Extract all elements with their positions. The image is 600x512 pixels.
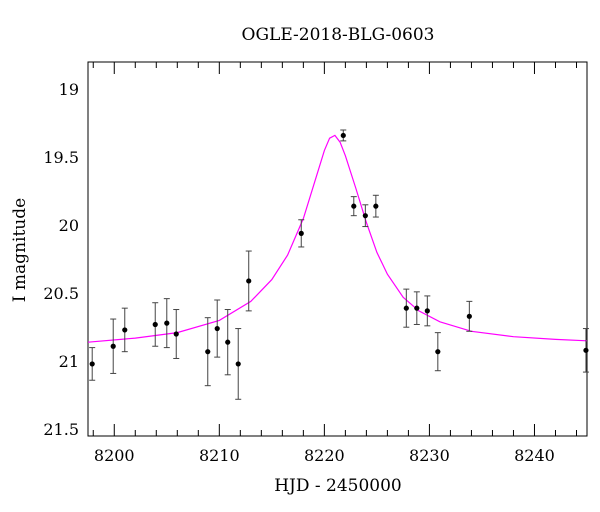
y-tick-label: 19 bbox=[59, 80, 79, 99]
data-point bbox=[152, 321, 158, 328]
data-point bbox=[214, 325, 220, 332]
y-tick-label: 19.5 bbox=[43, 148, 79, 167]
data-point bbox=[340, 132, 346, 139]
chart-marks: 8200 8210 8220 8230 8240 19 19.5 20 20.5 21 21.5 bbox=[43, 62, 589, 465]
y-tick-label: 20 bbox=[59, 216, 79, 235]
y-tick-label: 21.5 bbox=[43, 420, 79, 439]
x-tick-label: 8210 bbox=[199, 446, 240, 465]
data-point bbox=[583, 347, 589, 353]
model-curve bbox=[87, 134, 588, 343]
data-point bbox=[435, 349, 441, 355]
data-point bbox=[403, 305, 409, 311]
data-point bbox=[414, 305, 420, 311]
data-point bbox=[351, 203, 357, 209]
x-axis-label: HJD - 2450000 bbox=[274, 476, 402, 496]
data-point bbox=[173, 331, 179, 337]
data-point bbox=[110, 343, 116, 349]
data-point bbox=[122, 327, 128, 333]
y-tick-label: 20.5 bbox=[43, 284, 79, 303]
x-tick-label: 8230 bbox=[409, 446, 450, 465]
data-point bbox=[298, 230, 304, 236]
plot-frame bbox=[87, 61, 588, 437]
data-point bbox=[424, 308, 430, 314]
data-point bbox=[225, 339, 231, 345]
x-tick-label: 8240 bbox=[514, 446, 555, 465]
x-tick-label: 8200 bbox=[94, 446, 135, 465]
data-point bbox=[205, 349, 211, 355]
data-point bbox=[466, 313, 472, 319]
data-point bbox=[89, 361, 95, 367]
data-point bbox=[235, 361, 241, 367]
data-point bbox=[164, 320, 170, 326]
chart-title: OGLE-2018-BLG-0603 bbox=[242, 25, 435, 45]
x-tick-label: 8220 bbox=[304, 446, 345, 465]
data-point bbox=[246, 278, 252, 284]
data-point bbox=[362, 213, 368, 219]
y-axis-label: I magnitude bbox=[10, 198, 30, 302]
y-tick-label: 21 bbox=[59, 352, 79, 371]
data-point bbox=[373, 203, 379, 209]
